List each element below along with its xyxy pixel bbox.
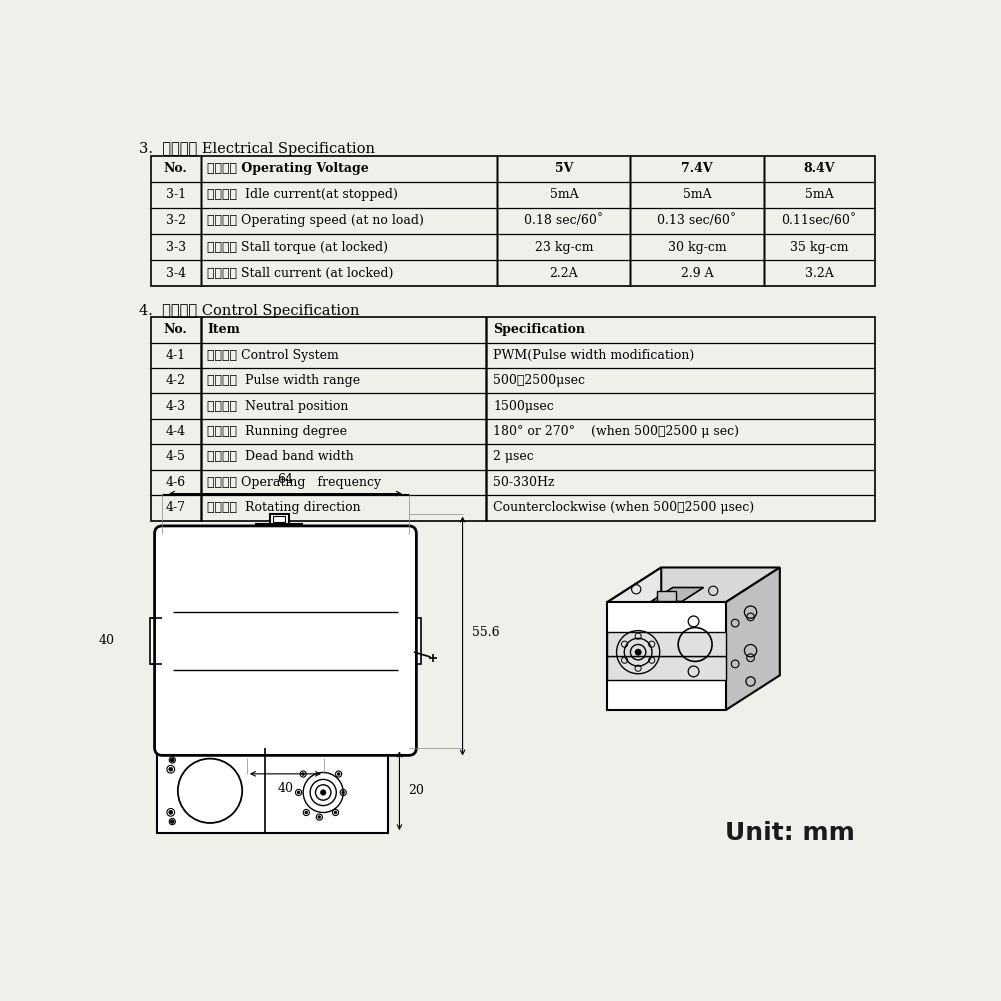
Bar (151, 155, 875, 286)
Bar (256, 525, 302, 534)
Bar (157, 749, 388, 833)
Circle shape (320, 790, 326, 795)
Text: 0.18 sec/60˚: 0.18 sec/60˚ (525, 214, 604, 227)
Polygon shape (608, 568, 662, 710)
Text: 5mA: 5mA (805, 188, 834, 201)
Text: 堵转电流 Stall current (at locked): 堵转电流 Stall current (at locked) (207, 267, 393, 280)
Polygon shape (608, 633, 726, 656)
Polygon shape (652, 588, 704, 602)
Text: 堵转扔矩 Stall torque (at locked): 堵转扔矩 Stall torque (at locked) (207, 240, 388, 253)
Polygon shape (608, 656, 726, 680)
Text: 30 kg-cm: 30 kg-cm (668, 240, 727, 253)
Text: 4-2: 4-2 (166, 374, 186, 387)
Text: Item: Item (207, 323, 240, 336)
Text: 0.13 sec/60˚: 0.13 sec/60˚ (658, 214, 737, 227)
Text: 40: 40 (277, 782, 293, 795)
Bar (270, 514, 288, 525)
Text: 3-2: 3-2 (166, 214, 186, 227)
Circle shape (169, 757, 175, 763)
Text: 40: 40 (98, 635, 114, 647)
Text: 35 kg-cm: 35 kg-cm (790, 240, 848, 253)
Bar (397, 643, 411, 655)
Text: 脉宽范围  Pulse width range: 脉宽范围 Pulse width range (207, 374, 360, 387)
Text: No.: No. (164, 162, 187, 175)
Text: 4-5: 4-5 (166, 450, 186, 463)
Text: 7.4V: 7.4V (682, 162, 713, 175)
Text: 3.2A: 3.2A (805, 267, 834, 280)
Circle shape (334, 811, 337, 814)
Text: Specification: Specification (493, 323, 586, 336)
Text: 4-3: 4-3 (166, 399, 186, 412)
Text: 驱动方式 Control System: 驱动方式 Control System (207, 349, 338, 361)
Text: 中点位置  Neutral position: 中点位置 Neutral position (207, 399, 348, 412)
Bar (150, 618, 162, 664)
Polygon shape (658, 592, 676, 602)
Text: PWM(Pulse width modification): PWM(Pulse width modification) (493, 349, 695, 361)
Text: 23 kg-cm: 23 kg-cm (535, 240, 593, 253)
Text: 0.11sec/60˚: 0.11sec/60˚ (782, 214, 857, 227)
Text: No.: No. (164, 323, 187, 336)
Text: 4-4: 4-4 (166, 425, 186, 438)
Circle shape (167, 809, 174, 816)
Text: 5V: 5V (555, 162, 573, 175)
Text: 4-7: 4-7 (166, 502, 186, 515)
Text: 工作电压 Operating Voltage: 工作电压 Operating Voltage (207, 162, 368, 175)
Bar (408, 618, 421, 664)
Text: 2.9 A: 2.9 A (681, 267, 714, 280)
Text: 控制精度  Dead band width: 控制精度 Dead band width (207, 450, 353, 463)
Text: 3-3: 3-3 (166, 240, 186, 253)
Text: 500～2500μsec: 500～2500μsec (493, 374, 586, 387)
Circle shape (171, 759, 174, 762)
Text: 控制频率 Operating   frequency: 控制频率 Operating frequency (207, 475, 381, 488)
Text: 5mA: 5mA (550, 188, 579, 201)
Text: 旋转方向  Rotating direction: 旋转方向 Rotating direction (207, 502, 360, 515)
Text: 180° or 270°    (when 500～2500 μ sec): 180° or 270° (when 500～2500 μ sec) (493, 425, 740, 438)
Text: Unit: mm: Unit: mm (725, 821, 855, 845)
Text: 2 μsec: 2 μsec (493, 450, 535, 463)
Text: 待机电流  Idle current(at stopped): 待机电流 Idle current(at stopped) (207, 188, 397, 201)
Text: 64: 64 (277, 472, 293, 485)
Circle shape (169, 819, 175, 825)
Circle shape (169, 768, 173, 771)
Bar (151, 317, 875, 521)
FancyBboxPatch shape (154, 526, 416, 756)
Circle shape (297, 791, 300, 794)
Text: 5mA: 5mA (683, 188, 712, 201)
Text: 8.4V: 8.4V (804, 162, 835, 175)
Circle shape (635, 649, 642, 656)
Text: 2.2A: 2.2A (550, 267, 579, 280)
Circle shape (341, 791, 344, 794)
Text: 3-4: 3-4 (166, 267, 186, 280)
Circle shape (167, 766, 174, 773)
Text: 20: 20 (408, 785, 424, 797)
Text: 3.  电气特性 Electrical Specification: 3. 电气特性 Electrical Specification (139, 142, 375, 156)
Text: 4.  控制特性 Control Specification: 4. 控制特性 Control Specification (139, 304, 359, 318)
Text: 4-6: 4-6 (166, 475, 186, 488)
Text: Counterclockwise (when 500～2500 μsec): Counterclockwise (when 500～2500 μsec) (493, 502, 755, 515)
Polygon shape (608, 568, 780, 603)
Circle shape (304, 811, 308, 814)
Bar (258, 748, 312, 759)
Circle shape (301, 773, 304, 776)
Text: 1500μsec: 1500μsec (493, 399, 555, 412)
Circle shape (318, 816, 321, 819)
Text: 控制角度  Running degree: 控制角度 Running degree (207, 425, 347, 438)
Polygon shape (608, 603, 726, 710)
Bar (173, 545, 398, 737)
Polygon shape (726, 568, 780, 710)
Text: 3-1: 3-1 (166, 188, 186, 201)
Circle shape (169, 811, 173, 814)
Circle shape (171, 820, 174, 823)
Bar (264, 750, 307, 756)
Bar (262, 527, 296, 532)
Bar (273, 516, 285, 523)
Text: 4-1: 4-1 (166, 349, 186, 361)
Circle shape (337, 773, 340, 776)
Text: 50-330Hz: 50-330Hz (493, 475, 555, 488)
Text: 55.6: 55.6 (471, 627, 499, 640)
Text: 空载转速 Operating speed (at no load): 空载转速 Operating speed (at no load) (207, 214, 423, 227)
